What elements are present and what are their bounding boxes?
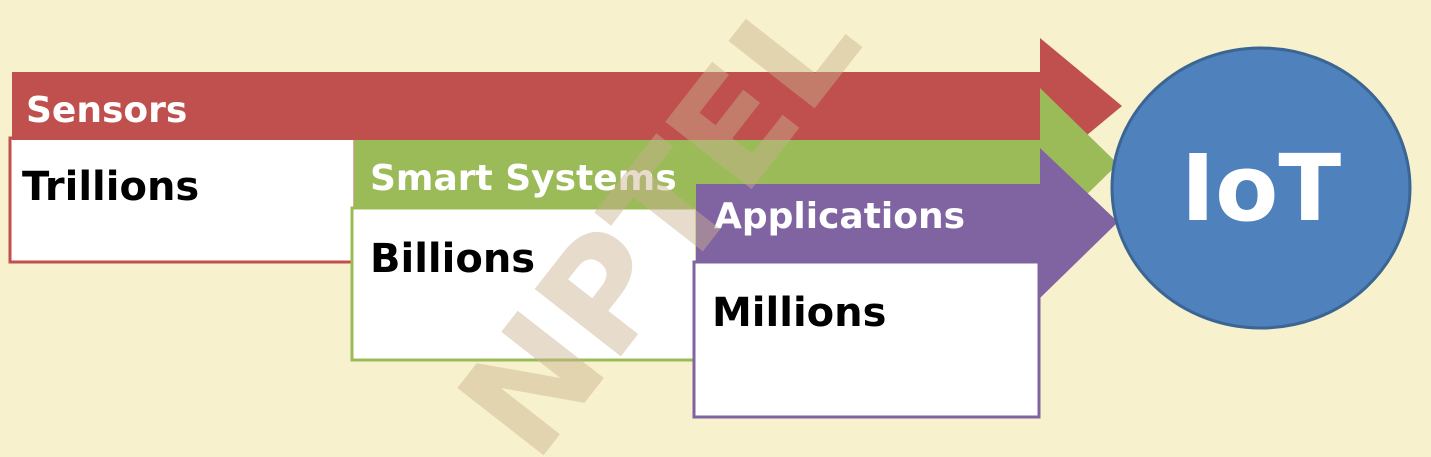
iot-label: IoT [1181,135,1341,242]
smart-systems-layer: Smart Systems Billions [350,88,1118,362]
applications-count-box [692,260,1041,419]
smart-systems-count: Billions [370,236,535,282]
applications-layer: Applications Millions [692,148,1118,419]
smart-systems-count-box [350,206,699,362]
sensors-count-box [8,136,357,264]
iot-target: IoT [1110,46,1412,330]
applications-arrow [696,148,1118,298]
sensors-label: Sensors [26,90,187,131]
applications-label: Applications [714,196,965,237]
applications-count: Millions [712,290,886,336]
smart-systems-label: Smart Systems [370,158,677,199]
iot-circle [1110,46,1412,330]
sensors-count: Trillions [22,164,199,210]
